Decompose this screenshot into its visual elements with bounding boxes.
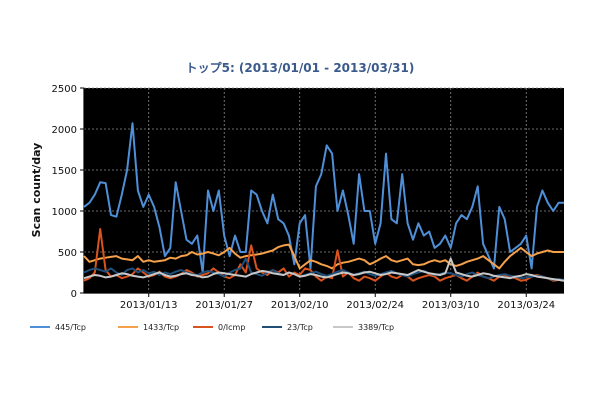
x-tick-label: 2013/01/27	[195, 300, 253, 311]
y-tick-label: 500	[58, 248, 77, 259]
x-axis-ticks: 2013/01/13 2013/01/27 2013/02/10 2013/02/24…	[84, 292, 564, 311]
series-lines	[83, 122, 565, 282]
legend-label: 23/Tcp	[287, 323, 313, 332]
legend-label: 445/Tcp	[55, 323, 86, 332]
legend-label: 1433/Tcp	[143, 323, 179, 332]
x-tick-label: 2013/01/13	[120, 300, 178, 311]
series-line-3389-tcp	[83, 257, 565, 282]
y-tick-label: 0	[71, 289, 77, 300]
legend-label: 0/Icmp	[218, 323, 245, 332]
legend: 445/Tcp 1433/Tcp 0/Icmp 23/Tcp 3389/Tcp	[30, 323, 394, 332]
x-tick-label: 2013/03/10	[422, 300, 480, 311]
series-line-23-tcp	[83, 257, 565, 281]
y-axis-ticks: 0 500 1000 1500 2000 2500	[52, 84, 85, 300]
chart-title: トップ5: (2013/01/01 - 2013/03/31)	[186, 60, 415, 75]
y-tick-label: 2500	[52, 84, 77, 95]
x-tick-label: 2013/03/24	[497, 300, 555, 311]
x-tick-label: 2013/02/24	[346, 300, 404, 311]
y-tick-label: 1500	[52, 166, 77, 177]
plot-area	[84, 88, 564, 293]
series-line-1433-tcp	[83, 243, 564, 270]
x-tick-label: 2013/02/10	[271, 300, 329, 311]
y-axis-label: Scan count/day	[30, 143, 43, 238]
legend-label: 3389/Tcp	[358, 323, 394, 332]
series-line-445-tcp	[83, 122, 564, 274]
y-tick-label: 2000	[52, 125, 77, 136]
y-tick-label: 1000	[52, 207, 77, 218]
